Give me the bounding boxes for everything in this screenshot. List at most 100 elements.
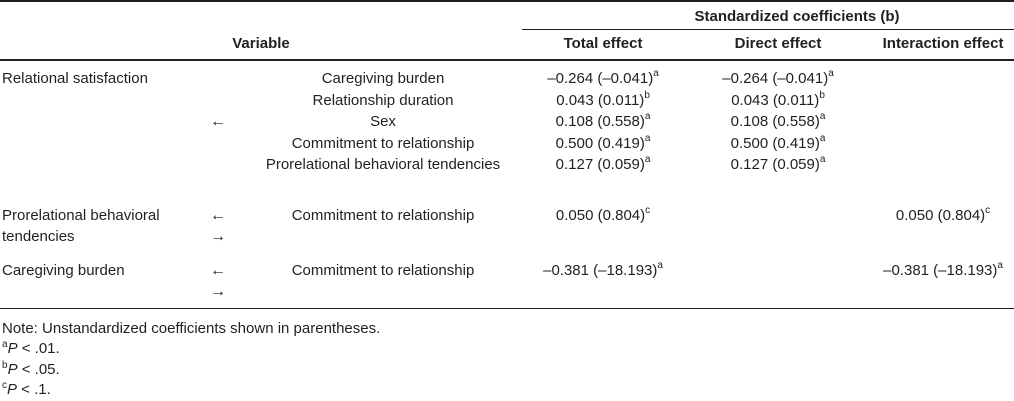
- total-effect-cell: 0.043 (0.011)b: [556, 89, 650, 109]
- significance-superscript: a: [828, 68, 834, 79]
- table-notes: Note: Unstandardized coefficients shown …: [0, 309, 1014, 401]
- outcome-variable-cell: Relational satisfaction: [2, 70, 148, 87]
- direct-effect-cell: [684, 281, 873, 309]
- predictor-variable-cell: Commitment to relationship: [291, 134, 475, 152]
- table-row: Prorelational behavioral ← Commitment to…: [0, 176, 1014, 227]
- interaction-effect-cell: [872, 90, 1014, 112]
- table-row: →: [0, 281, 1014, 309]
- interaction-effect-cell: [872, 281, 1014, 309]
- predictor-variable-cell: Sex: [370, 113, 396, 130]
- predictor-variable-cell: Commitment to relationship: [291, 206, 475, 224]
- outcome-variable-cell: [0, 133, 192, 155]
- table-row: tendencies →: [0, 226, 1014, 248]
- arrow-right-icon: →: [210, 228, 226, 245]
- significance-superscript: a: [819, 132, 826, 144]
- outcome-variable-cell: Caregiving burden: [2, 261, 125, 279]
- footnote-marker: c: [2, 380, 7, 391]
- coefficients-table: Standardized coefficients (b) Variable T…: [0, 0, 1014, 309]
- table-row: Relationship duration 0.043 (0.011)b 0.0…: [0, 90, 1014, 112]
- footnote-a: aP < .01.: [2, 339, 1014, 360]
- arrow-cell: [192, 154, 244, 176]
- predictor-variable-cell: Prorelational behavioral tendencies: [265, 156, 501, 173]
- table-row: Prorelational behavioral tendencies 0.12…: [0, 154, 1014, 176]
- direct-effect-cell: 0.043 (0.011)b: [731, 89, 825, 109]
- interaction-effect-cell: [872, 133, 1014, 155]
- footnote-marker: a: [2, 339, 8, 350]
- arrow-left-icon: ←: [210, 113, 226, 130]
- footnote-text: < .1.: [17, 381, 51, 398]
- predictor-variable-cell: Commitment to relationship: [291, 261, 475, 279]
- interaction-effect-cell: [872, 154, 1014, 176]
- outcome-variable-cell: Prorelational behavioral: [2, 206, 160, 224]
- significance-superscript: b: [819, 89, 825, 101]
- arrow-right-icon: →: [192, 281, 244, 309]
- footnote-b: bP < .05.: [2, 360, 1014, 381]
- direct-effect-cell: 0.108 (0.558)a: [730, 111, 826, 131]
- predictor-variable-cell: [244, 226, 522, 248]
- table-row: Commitment to relationship 0.500 (0.419)…: [0, 133, 1014, 155]
- outcome-variable-cell: [0, 90, 192, 112]
- direct-effect-cell: [684, 176, 872, 227]
- interaction-effect-cell: [872, 111, 1014, 133]
- total-effect-cell: 0.127 (0.059)a: [555, 154, 651, 174]
- interaction-effect-cell: 0.050 (0.804)c: [895, 204, 991, 224]
- arrow-left-icon: ←: [210, 206, 226, 224]
- outcome-variable-cell: [0, 111, 192, 133]
- p-value-symbol: P: [7, 381, 18, 398]
- interaction-effect-cell: –0.381 (–18.193)a: [883, 259, 1003, 279]
- footnote-c: cP < .1.: [2, 380, 1014, 401]
- significance-superscript: c: [985, 204, 991, 216]
- direct-effect-cell: 0.127 (0.059)a: [730, 154, 826, 174]
- significance-superscript: a: [819, 111, 826, 122]
- outcome-variable-cell: [0, 154, 192, 176]
- significance-superscript: a: [644, 154, 651, 165]
- column-header-row: Variable Total effect Direct effect Inte…: [0, 29, 1014, 61]
- footnote-marker: b: [2, 359, 8, 371]
- footnote-text: < .01.: [17, 340, 60, 357]
- p-value-symbol: P: [7, 340, 18, 357]
- spacer-cell: [0, 1, 522, 30]
- total-effect-cell: –0.264 (–0.041)a: [547, 68, 659, 88]
- arrow-left-icon: ←: [210, 261, 226, 279]
- predictor-variable-cell: Relationship duration: [312, 91, 454, 109]
- significance-superscript: a: [644, 111, 651, 122]
- interaction-effect-cell: [872, 60, 1014, 90]
- arrow-cell: [192, 133, 244, 155]
- total-effect-cell: 0.500 (0.419)a: [555, 132, 651, 152]
- footnote-text: < .05.: [17, 360, 60, 378]
- total-effect-cell: [522, 226, 684, 248]
- column-header-variable: Variable: [0, 29, 523, 61]
- significance-superscript: b: [644, 89, 650, 101]
- column-header-direct-effect: Direct effect: [684, 29, 873, 61]
- significance-superscript: a: [657, 259, 663, 271]
- outcome-variable-cell: tendencies: [2, 228, 75, 245]
- direct-effect-cell: [684, 248, 872, 282]
- interaction-effect-cell: [872, 226, 1014, 248]
- outcome-variable-cell: [0, 281, 192, 309]
- direct-effect-cell: –0.264 (–0.041)a: [722, 68, 834, 88]
- significance-superscript: c: [645, 204, 651, 216]
- table-row: Relational satisfaction Caregiving burde…: [0, 60, 1014, 90]
- arrow-cell: [192, 60, 244, 90]
- predictor-variable-cell: [244, 281, 523, 309]
- column-header-interaction-effect: Interaction effect: [872, 29, 1014, 61]
- significance-superscript: a: [997, 259, 1003, 271]
- significance-superscript: a: [653, 68, 659, 79]
- direct-effect-cell: [684, 226, 872, 248]
- significance-superscript: a: [644, 132, 651, 144]
- total-effect-cell: [522, 281, 685, 309]
- general-note: Note: Unstandardized coefficients shown …: [2, 319, 381, 337]
- spanner-header-row: Standardized coefficients (b): [0, 1, 1014, 30]
- direct-effect-cell: 0.500 (0.419)a: [730, 132, 826, 152]
- arrow-cell: [192, 90, 244, 112]
- p-value-symbol: P: [7, 360, 18, 378]
- table-row: ← Sex 0.108 (0.558)a 0.108 (0.558)a: [0, 111, 1014, 133]
- spanner-standardized-coefficients: Standardized coefficients (b): [522, 1, 1014, 30]
- total-effect-cell: 0.108 (0.558)a: [555, 111, 651, 131]
- total-effect-cell: 0.050 (0.804)c: [555, 204, 651, 224]
- total-effect-cell: –0.381 (–18.193)a: [543, 259, 663, 279]
- significance-superscript: a: [819, 154, 826, 165]
- table-row: Caregiving burden ← Commitment to relati…: [0, 248, 1014, 282]
- column-header-total-effect: Total effect: [522, 29, 685, 61]
